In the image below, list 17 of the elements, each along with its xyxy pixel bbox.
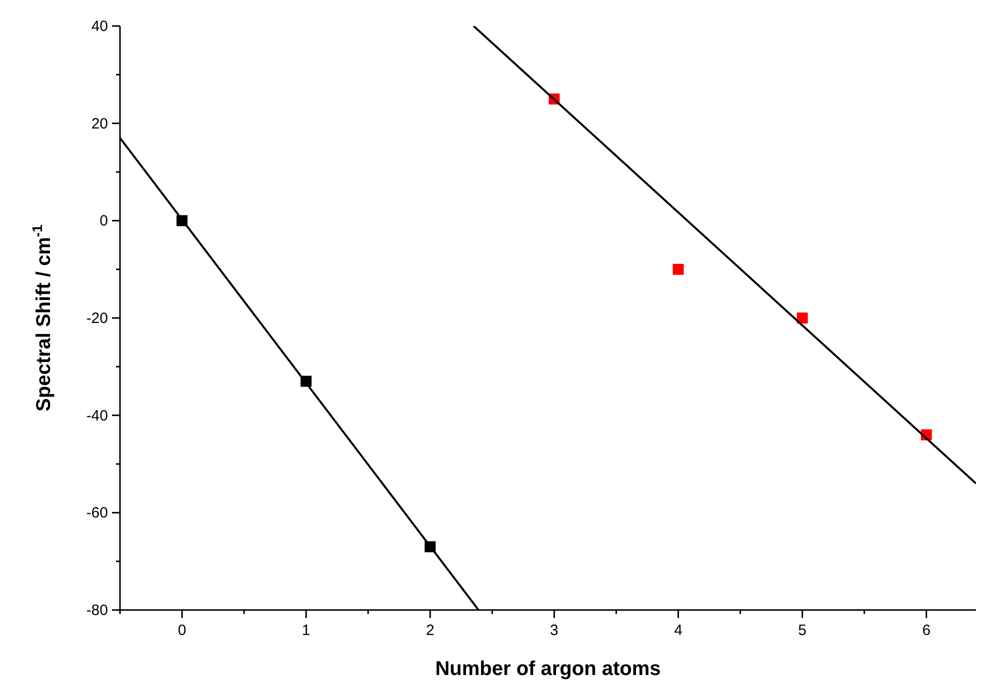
y-tick-label: -40 — [86, 407, 108, 424]
y-tick-label: 40 — [91, 18, 108, 35]
x-axis-title: Number of argon atoms — [435, 658, 661, 680]
x-tick-label: 4 — [674, 622, 682, 639]
x-tick-label: 3 — [550, 622, 558, 639]
x-tick-label: 5 — [798, 622, 806, 639]
x-tick-label: 1 — [302, 622, 310, 639]
x-tick-label: 2 — [426, 622, 434, 639]
point — [672, 264, 684, 275]
x-tick-label: 0 — [178, 622, 186, 639]
point — [796, 312, 808, 324]
y-tick-label: -80 — [86, 602, 108, 619]
x-tick-label: 6 — [922, 622, 931, 639]
y-tick-label: 20 — [91, 115, 108, 132]
y-tick-label: -60 — [86, 504, 108, 522]
y-tick-label: 0 — [100, 212, 108, 230]
y-tick-label: -20 — [86, 310, 108, 327]
